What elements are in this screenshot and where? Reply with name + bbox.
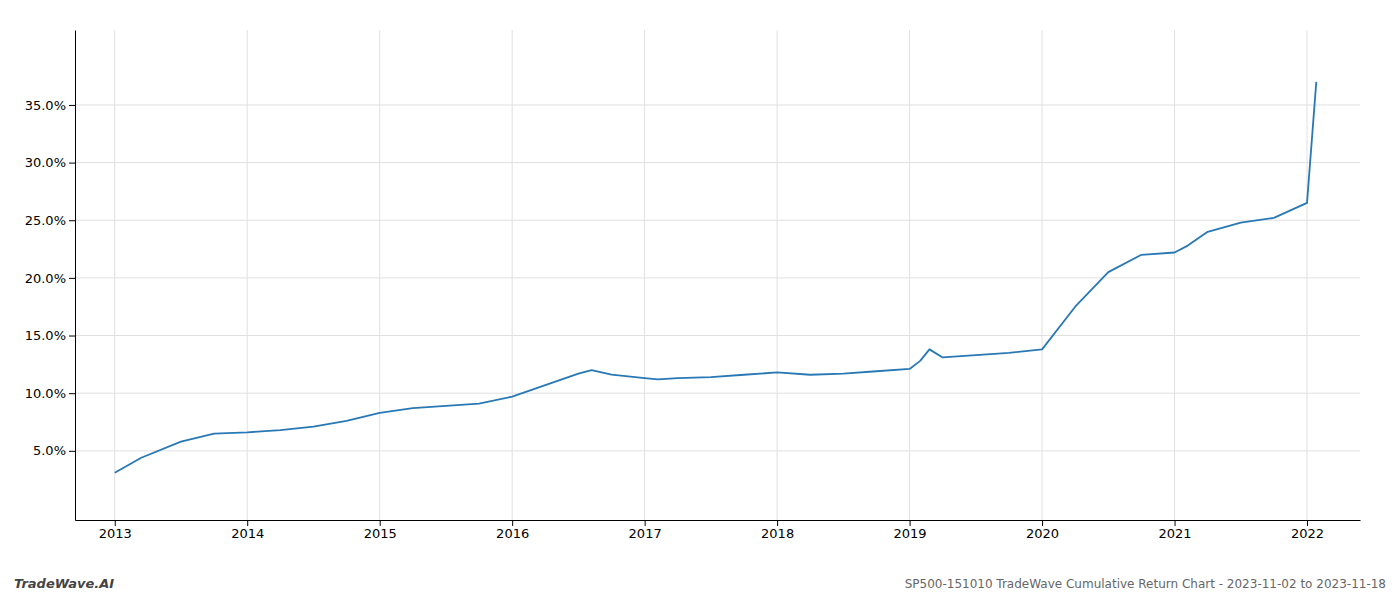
y-axis-line bbox=[75, 31, 76, 521]
y-tick: 10.0% bbox=[25, 386, 75, 401]
line bbox=[115, 82, 1317, 473]
x-tick-mark bbox=[512, 520, 513, 526]
x-tick-label: 2015 bbox=[364, 526, 397, 541]
y-grid-line bbox=[75, 335, 1360, 336]
x-tick: 2018 bbox=[761, 520, 794, 541]
y-tick-mark bbox=[69, 220, 75, 221]
x-tick-mark bbox=[777, 520, 778, 526]
x-tick-mark bbox=[1175, 520, 1176, 526]
x-tick-label: 2019 bbox=[894, 526, 927, 541]
x-tick-mark bbox=[380, 520, 381, 526]
y-tick-mark bbox=[69, 336, 75, 337]
grid bbox=[75, 30, 1360, 520]
y-tick-label: 20.0% bbox=[25, 271, 66, 286]
x-tick: 2014 bbox=[231, 520, 264, 541]
y-tick: 20.0% bbox=[25, 271, 75, 286]
y-tick-mark bbox=[69, 105, 75, 106]
x-tick: 2017 bbox=[629, 520, 662, 541]
y-grid-line bbox=[75, 104, 1360, 105]
x-tick: 2020 bbox=[1026, 520, 1059, 541]
y-grid-line bbox=[75, 220, 1360, 221]
chart: 2013 2014 2015 2016 2017 2018 2019 2020 2021 2022… bbox=[0, 0, 1400, 600]
x-axis: 2013 2014 2015 2016 2017 2018 2019 2020 2021 2022 bbox=[76, 520, 1361, 541]
x-grid-line bbox=[909, 30, 910, 520]
y-tick-mark bbox=[69, 278, 75, 279]
y-tick-label: 25.0% bbox=[25, 213, 66, 228]
x-tick-label: 2013 bbox=[99, 526, 132, 541]
y-grid-line bbox=[75, 450, 1360, 451]
x-tick-mark bbox=[1042, 520, 1043, 526]
x-grid-line bbox=[1174, 30, 1175, 520]
x-tick: 2015 bbox=[364, 520, 397, 541]
x-grid-line bbox=[1307, 30, 1308, 520]
x-tick-label: 2020 bbox=[1026, 526, 1059, 541]
x-tick: 2021 bbox=[1158, 520, 1191, 541]
plot-area bbox=[115, 82, 1317, 473]
x-tick: 2022 bbox=[1291, 520, 1324, 541]
x-grid-line bbox=[379, 30, 380, 520]
x-tick-mark bbox=[1307, 520, 1308, 526]
y-tick-label: 35.0% bbox=[25, 98, 66, 113]
footer-right: SP500-151010 TradeWave Cumulative Return… bbox=[905, 577, 1386, 591]
x-tick: 2016 bbox=[496, 520, 529, 541]
x-grid-line bbox=[1042, 30, 1043, 520]
x-tick: 2019 bbox=[894, 520, 927, 541]
x-grid-line bbox=[777, 30, 778, 520]
y-tick-label: 15.0% bbox=[25, 328, 66, 343]
y-grid-line bbox=[75, 277, 1360, 278]
x-grid-line bbox=[512, 30, 513, 520]
x-grid-line bbox=[644, 30, 645, 520]
y-tick-label: 30.0% bbox=[25, 155, 66, 170]
x-tick-label: 2022 bbox=[1291, 526, 1324, 541]
y-axis: 5.0% 10.0% 15.0% 20.0% 25.0% 30.0% 35.0% bbox=[25, 31, 76, 521]
y-tick: 15.0% bbox=[25, 328, 75, 343]
x-grid-line bbox=[247, 30, 248, 520]
y-tick-label: 10.0% bbox=[25, 386, 66, 401]
x-axis-line bbox=[76, 520, 1361, 521]
y-tick: 5.0% bbox=[33, 443, 75, 458]
x-tick-label: 2017 bbox=[629, 526, 662, 541]
y-tick: 25.0% bbox=[25, 213, 75, 228]
x-tick-label: 2021 bbox=[1158, 526, 1191, 541]
footer-left: TradeWave.AI bbox=[14, 576, 114, 591]
y-tick-mark bbox=[69, 451, 75, 452]
y-grid-line bbox=[75, 393, 1360, 394]
footer: TradeWave.AI SP500-151010 TradeWave Cumul… bbox=[14, 576, 1386, 591]
y-tick: 30.0% bbox=[25, 155, 75, 170]
x-tick-mark bbox=[910, 520, 911, 526]
x-tick-mark bbox=[645, 520, 646, 526]
x-tick-mark bbox=[115, 520, 116, 526]
y-tick-label: 5.0% bbox=[33, 443, 66, 458]
x-tick-label: 2018 bbox=[761, 526, 794, 541]
y-tick-mark bbox=[69, 163, 75, 164]
x-tick-label: 2016 bbox=[496, 526, 529, 541]
x-tick-mark bbox=[247, 520, 248, 526]
y-tick-mark bbox=[69, 393, 75, 394]
y-tick: 35.0% bbox=[25, 98, 75, 113]
x-tick-label: 2014 bbox=[231, 526, 264, 541]
x-grid-line bbox=[114, 30, 115, 520]
x-tick: 2013 bbox=[99, 520, 132, 541]
y-grid-line bbox=[75, 162, 1360, 163]
